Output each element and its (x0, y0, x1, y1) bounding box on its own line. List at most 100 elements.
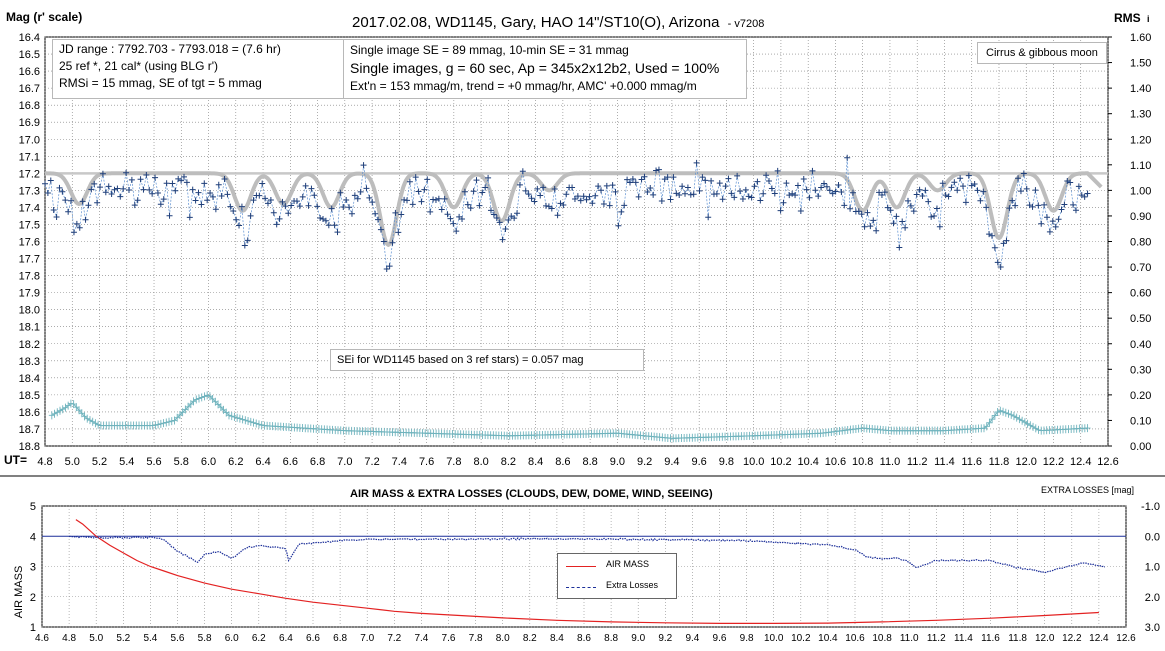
rms-series (48, 391, 1091, 443)
sei-note: SEi for WD1145 based on 3 ref stars) = 0… (330, 349, 644, 371)
magnitude-point (997, 264, 1004, 271)
magnitude-point (140, 186, 147, 193)
magnitude-point (878, 191, 885, 198)
magnitude-point (988, 232, 995, 239)
x-tick-label: 12.0 (1016, 456, 1037, 468)
magnitude-point (919, 192, 926, 199)
magnitude-point (152, 174, 159, 181)
magnitude-point (363, 185, 370, 192)
magnitude-point (835, 181, 842, 188)
y-tick-label: 17.5 (19, 219, 40, 231)
magnitude-point (780, 199, 787, 206)
y-tick-label: 16.9 (19, 117, 40, 129)
magnitude-point (117, 193, 124, 200)
magnitude-point (629, 175, 636, 182)
magnitude-point (725, 175, 732, 182)
magnitude-point (401, 196, 408, 203)
magnitude-point (1020, 170, 1027, 177)
y-tick-label: 17.0 (19, 134, 40, 146)
magnitude-point (812, 187, 819, 194)
magnitude-point (470, 188, 477, 195)
info-box-jd: JD range : 7792.703 - 7793.018 = (7.6 hr… (52, 39, 350, 99)
x-tick-label: 8.8 (604, 633, 618, 644)
y-tick-label: 17.9 (19, 288, 40, 300)
magnitude-point (951, 179, 958, 186)
magnitude-point (838, 188, 845, 195)
magnitude-point (647, 184, 654, 191)
magnitude-point (59, 188, 66, 195)
magnitude-point (227, 203, 234, 210)
magnitude-point (264, 200, 271, 207)
magnitude-point (233, 216, 240, 223)
magnitude-series (42, 154, 1091, 272)
bottom-left-axis-title: AIR MASS (13, 566, 25, 619)
magnitude-point (598, 187, 605, 194)
magnitude-point (635, 193, 642, 200)
x-tick-label: 12.6 (1116, 633, 1136, 644)
x-tick-label: 6.2 (228, 456, 243, 468)
magnitude-point (351, 192, 358, 199)
x-tick-label: 6.6 (306, 633, 320, 644)
x-tick-label: 9.2 (637, 456, 652, 468)
y2-tick-label: 1.00 (1130, 185, 1151, 197)
y-tick-label: 5 (30, 501, 36, 513)
x-tick-label: 6.4 (279, 633, 293, 644)
magnitude-point (409, 201, 416, 208)
magnitude-point (238, 203, 245, 210)
y-tick-label: 18.1 (19, 322, 40, 334)
magnitude-point (221, 175, 228, 182)
x-tick-label: 10.2 (770, 456, 791, 468)
magnitude-point (94, 199, 101, 206)
top-left-axis-title: Mag (r' scale) (6, 10, 82, 24)
magnitude-point (658, 198, 665, 205)
magnitude-point (786, 192, 793, 199)
magnitude-point (169, 180, 176, 187)
magnitude-point (595, 183, 602, 190)
y-tick-label: 18.6 (19, 407, 40, 419)
x-tick-label: 9.4 (685, 633, 699, 644)
magnitude-point (667, 196, 674, 203)
y-tick-label: 17.2 (19, 168, 40, 180)
y-tick-label: 18.8 (19, 441, 40, 453)
magnitude-point (525, 191, 532, 198)
magnitude-point (186, 214, 193, 221)
magnitude-point (939, 180, 946, 187)
magnitude-point (632, 179, 639, 186)
y-tick-label: 1 (30, 622, 36, 634)
info-box-image-stats: Single image SE = 89 mmag, 10-min SE = 3… (343, 39, 747, 99)
y-tick-label: 18.0 (19, 305, 40, 317)
x-tick-label: 11.6 (961, 456, 982, 468)
magnitude-point (644, 188, 651, 195)
x-tick-label: 7.4 (414, 633, 428, 644)
magnitude-point (102, 189, 109, 196)
y2-tick-label: 0.30 (1130, 364, 1151, 376)
magnitude-point (942, 192, 949, 199)
magnitude-point (609, 182, 616, 189)
magnitude-point (977, 197, 984, 204)
x-tick-label: 9.6 (713, 633, 727, 644)
y-tick-label: 17.7 (19, 254, 40, 266)
x-tick-label: 10.6 (845, 633, 865, 644)
magnitude-point (742, 186, 749, 193)
magnitude-point (586, 193, 593, 200)
magnitude-point (218, 193, 225, 200)
x-tick-label: 8.0 (473, 456, 488, 468)
magnitude-point (913, 191, 920, 198)
magnitude-point (641, 173, 648, 180)
magnitude-point (624, 176, 631, 183)
x-tick-label: 6.0 (201, 456, 216, 468)
magnitude-point (42, 180, 48, 187)
magnitude-point (980, 188, 987, 195)
magnitude-point (910, 208, 917, 215)
magnitude-point (334, 229, 341, 236)
magnitude-point (282, 203, 289, 210)
top-right-axis-title: RMS i (1114, 11, 1150, 25)
magnitude-point (212, 206, 219, 213)
magnitude-point (487, 207, 494, 214)
x-tick-label: 5.6 (171, 633, 185, 644)
magnitude-point (79, 198, 86, 205)
airmass-legend-label: AIR MASS (606, 559, 650, 569)
x-tick-label: 7.2 (364, 456, 379, 468)
x-tick-label: 8.6 (555, 456, 570, 468)
magnitude-point (375, 216, 382, 223)
